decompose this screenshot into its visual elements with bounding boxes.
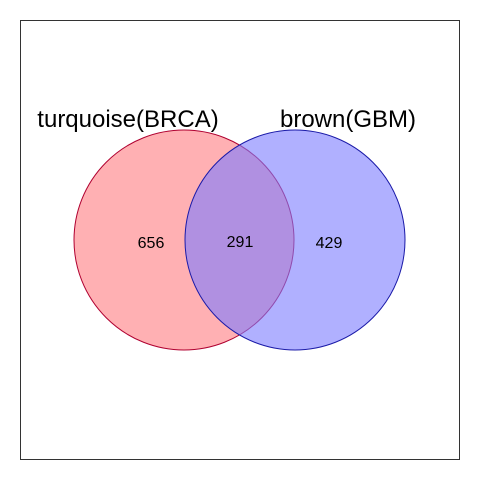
count-left-only: 656 <box>138 235 165 252</box>
set-label-left: turquoise(BRCA) <box>37 106 218 133</box>
plot-frame <box>20 20 460 460</box>
set-circle-right <box>184 129 406 351</box>
count-right-only: 429 <box>316 235 343 252</box>
set-label-right: brown(GBM) <box>280 106 416 133</box>
count-overlap: 291 <box>227 234 254 251</box>
